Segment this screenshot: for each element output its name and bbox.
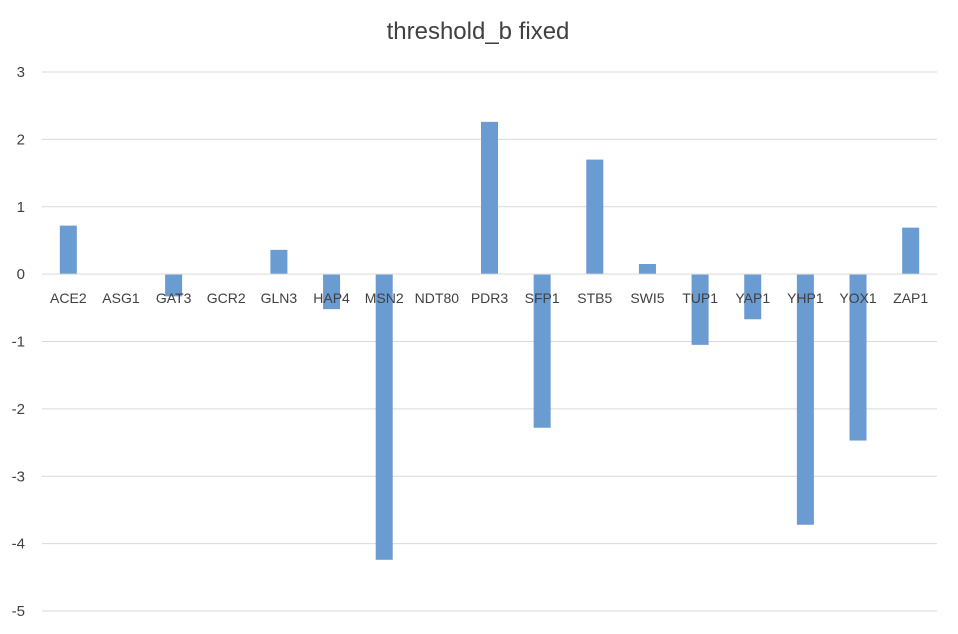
category-label: GCR2 xyxy=(207,290,246,306)
category-label: YOX1 xyxy=(839,290,877,306)
category-label: NDT80 xyxy=(415,290,460,306)
category-label: STB5 xyxy=(577,290,612,306)
bar-hap4 xyxy=(323,274,341,310)
category-label: ACE2 xyxy=(50,290,87,306)
bar-yox1 xyxy=(849,274,867,441)
category-label: TUP1 xyxy=(682,290,718,306)
category-label: HAP4 xyxy=(313,290,350,306)
bar-gat3 xyxy=(165,274,183,297)
category-label: GAT3 xyxy=(156,290,192,306)
bar-ace2 xyxy=(59,225,77,275)
category-label: PDR3 xyxy=(471,290,509,306)
bar-yhp1 xyxy=(796,274,814,525)
y-tick-label: 1 xyxy=(17,199,25,216)
category-label: GLN3 xyxy=(261,290,298,306)
category-label: SWI5 xyxy=(630,290,664,306)
bar-yap1 xyxy=(744,274,762,320)
y-tick-label: -1 xyxy=(12,334,25,351)
category-label: ASG1 xyxy=(102,290,140,306)
bar-zap1 xyxy=(902,227,920,275)
y-tick-label: -5 xyxy=(12,603,25,620)
y-tick-label: -2 xyxy=(12,401,25,418)
y-tick-label: 3 xyxy=(17,64,25,81)
y-tick-label: 2 xyxy=(17,131,25,148)
y-tick-label: -3 xyxy=(12,468,25,485)
category-label: YHP1 xyxy=(787,290,824,306)
y-tick-label: -4 xyxy=(12,536,25,553)
bars xyxy=(59,121,920,560)
chart-title: threshold_b fixed xyxy=(387,18,570,45)
category-label: YAP1 xyxy=(735,290,770,306)
category-label: SFP1 xyxy=(525,290,560,306)
bar-msn2 xyxy=(375,274,393,560)
bar-sfp1 xyxy=(533,274,551,428)
bar-tup1 xyxy=(691,274,709,345)
category-label: ZAP1 xyxy=(893,290,928,306)
category-labels: ACE2 ASG1 GAT3 GCR2 GLN3 HAP4 MSN2 NDT80 PDR3 SFP… xyxy=(50,290,928,306)
y-axis-tick-labels: 3 2 1 0 -1 -2 -3 -4 -5 xyxy=(12,64,25,620)
bar-stb5 xyxy=(586,159,604,275)
bar-gln3 xyxy=(270,249,288,275)
category-label: MSN2 xyxy=(365,290,404,306)
y-tick-label: 0 xyxy=(17,266,25,283)
bar-swi5 xyxy=(638,264,656,275)
bar-pdr3 xyxy=(481,121,498,275)
